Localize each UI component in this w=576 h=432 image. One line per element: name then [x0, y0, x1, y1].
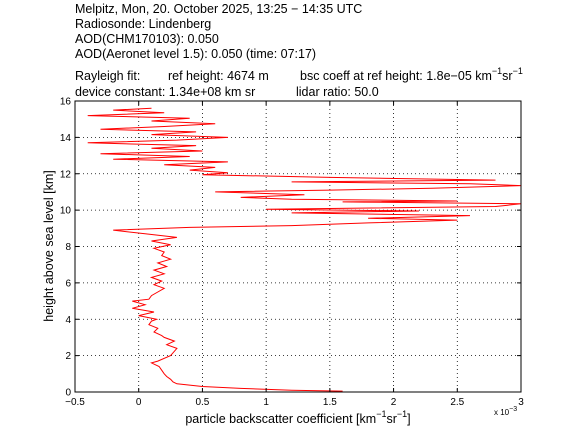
header-lidar-ratio: lidar ratio: 50.0 — [296, 85, 379, 99]
header-ref-height: ref height: 4674 m — [168, 69, 269, 83]
y-tick-label: 10 — [60, 206, 72, 217]
header-rayleigh-label: Rayleigh fit: — [75, 69, 140, 83]
header-device-constant: device constant: 1.34e+08 km sr — [75, 85, 255, 99]
y-tick-label: 4 — [65, 315, 71, 326]
y-tick-label: 2 — [65, 351, 71, 362]
x-tick-label: 3 — [518, 397, 524, 408]
plot-area — [75, 101, 521, 392]
x-scale-exponent: −3 — [509, 406, 517, 413]
header-radiosonde: Radiosonde: Lindenberg — [75, 17, 211, 31]
x-scale-base: x 10 — [494, 408, 510, 417]
x-label-prefix: particle backscatter coefficient [km — [185, 412, 376, 426]
y-tick-label: 8 — [65, 242, 71, 253]
x-tick-label: −0.5 — [65, 397, 85, 408]
header-bsc-sup1: −1 — [492, 66, 502, 76]
x-tick-label: 0.5 — [195, 397, 209, 408]
header-bsc-sr: sr — [502, 69, 512, 83]
y-tick-label: 14 — [60, 133, 72, 144]
y-tick-label: 6 — [65, 278, 71, 289]
header-location-time: Melpitz, Mon, 20. October 2025, 13:25 − … — [75, 2, 362, 16]
x-label-mid: sr — [386, 412, 396, 426]
header-aod-aeronet: AOD(Aeronet level 1.5): 0.050 (time: 07:… — [75, 47, 316, 61]
header-bsc-coeff-prefix: bsc coeff at ref height: 1.8e−05 km — [300, 69, 492, 83]
header-aod-chm: AOD(CHM170103): 0.050 — [75, 32, 219, 46]
y-axis-ticks: 0 2 4 6 8 10 12 14 16 — [60, 97, 521, 399]
x-tick-label: 2 — [391, 397, 397, 408]
y-tick-label: 12 — [60, 169, 72, 180]
x-tick-label: 2.5 — [450, 397, 464, 408]
x-axis-scale-factor: x 10−3 — [494, 406, 517, 417]
y-tick-label: 16 — [60, 97, 72, 108]
x-tick-label: 0 — [136, 397, 142, 408]
y-axis-label: height above sea level [km] — [42, 170, 56, 321]
header-bsc-sup2: −1 — [513, 66, 523, 76]
grid-lines — [75, 101, 521, 392]
x-axis-ticks: −0.5 0 0.5 1 1.5 2 2.5 3 — [65, 101, 524, 408]
figure-header: Melpitz, Mon, 20. October 2025, 13:25 − … — [75, 2, 523, 99]
x-tick-label: 1.5 — [323, 397, 337, 408]
x-axis-label: particle backscatter coefficient [km−1sr… — [185, 409, 410, 426]
backscatter-profile-line — [87, 107, 522, 392]
x-label-sup2: −1 — [397, 409, 407, 419]
x-label-suffix: ] — [407, 412, 410, 426]
header-bsc-coeff: bsc coeff at ref height: 1.8e−05 km−1sr−… — [300, 66, 523, 83]
y-tick-label: 0 — [65, 388, 71, 399]
x-label-sup1: −1 — [376, 409, 386, 419]
x-tick-label: 1 — [263, 397, 269, 408]
